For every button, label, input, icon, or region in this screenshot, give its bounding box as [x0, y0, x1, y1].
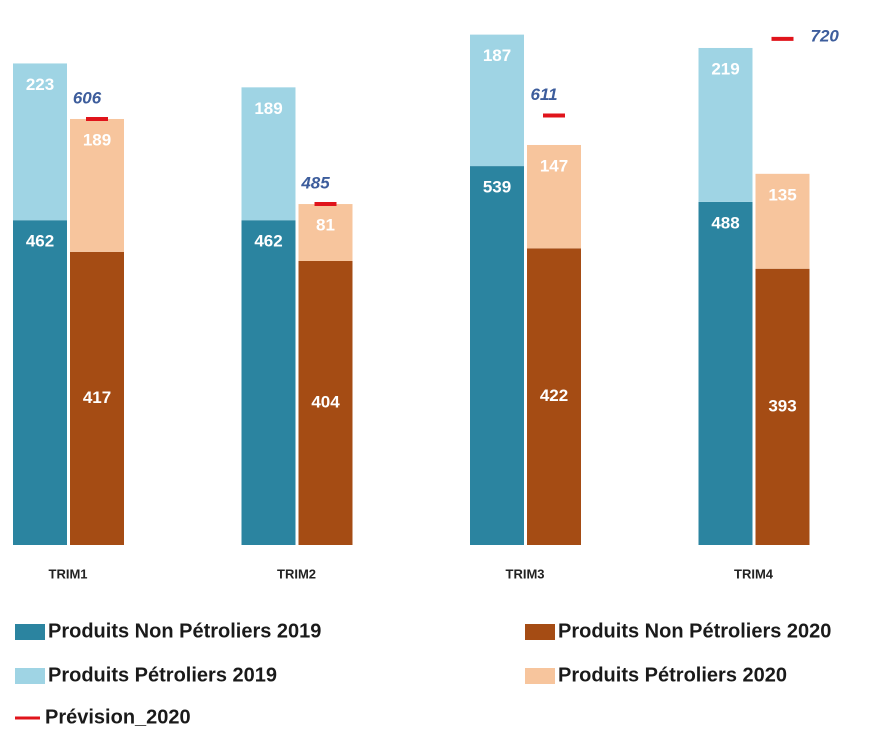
data-label: 417: [83, 388, 111, 407]
x-tick-label: TRIM3: [506, 566, 545, 581]
legend-label: Produits Pétroliers 2019: [48, 664, 277, 686]
bar-segment: [470, 166, 524, 545]
data-label: 147: [540, 156, 568, 175]
bar-segment: [470, 34, 524, 167]
bar-segment: [527, 144, 581, 249]
bar-segment: [298, 204, 353, 261]
forecast-label: 606: [73, 88, 102, 107]
data-label: 462: [254, 232, 282, 251]
data-label: 189: [254, 99, 282, 118]
bar-segment: [698, 47, 753, 202]
data-label: 488: [711, 213, 739, 232]
bar-segment: [13, 63, 67, 221]
forecast-label: 720: [811, 26, 840, 45]
legend-swatch: [525, 668, 555, 684]
bar-segment: [298, 260, 353, 545]
data-label: 462: [26, 232, 54, 251]
bar-segment: [698, 201, 753, 545]
data-label: 81: [316, 216, 335, 235]
bar-segment: [755, 268, 810, 545]
x-tick-label: TRIM4: [734, 566, 774, 581]
bar-segment: [241, 87, 296, 221]
data-label: 135: [768, 185, 796, 204]
data-label: 189: [83, 130, 111, 149]
legend-swatch: [525, 624, 555, 640]
data-label: 393: [768, 396, 796, 415]
bar-segment: [755, 173, 810, 269]
legend-swatch: [15, 624, 45, 640]
data-label: 422: [540, 386, 568, 405]
bar-segment: [70, 251, 124, 545]
forecast-label: 611: [530, 85, 557, 104]
legend-swatch: [15, 668, 45, 684]
data-label: 539: [483, 178, 511, 197]
bar-segment: [241, 220, 296, 546]
forecast-label: 485: [300, 174, 330, 193]
data-label: 404: [311, 392, 340, 411]
data-label: 187: [483, 46, 511, 65]
x-tick-label: TRIM1: [49, 566, 88, 581]
bar-segment: [13, 220, 67, 546]
data-label: 223: [26, 75, 54, 94]
legend-label: Produits Pétroliers 2020: [558, 664, 787, 686]
bar-segment: [527, 248, 581, 546]
bar-segment: [70, 118, 124, 252]
x-tick-label: TRIM2: [277, 566, 316, 581]
legend-label: Prévision_2020: [45, 706, 191, 728]
legend-label: Produits Non Pétroliers 2019: [48, 620, 321, 642]
legend-label: Produits Non Pétroliers 2020: [558, 620, 831, 642]
data-label: 219: [711, 59, 739, 78]
